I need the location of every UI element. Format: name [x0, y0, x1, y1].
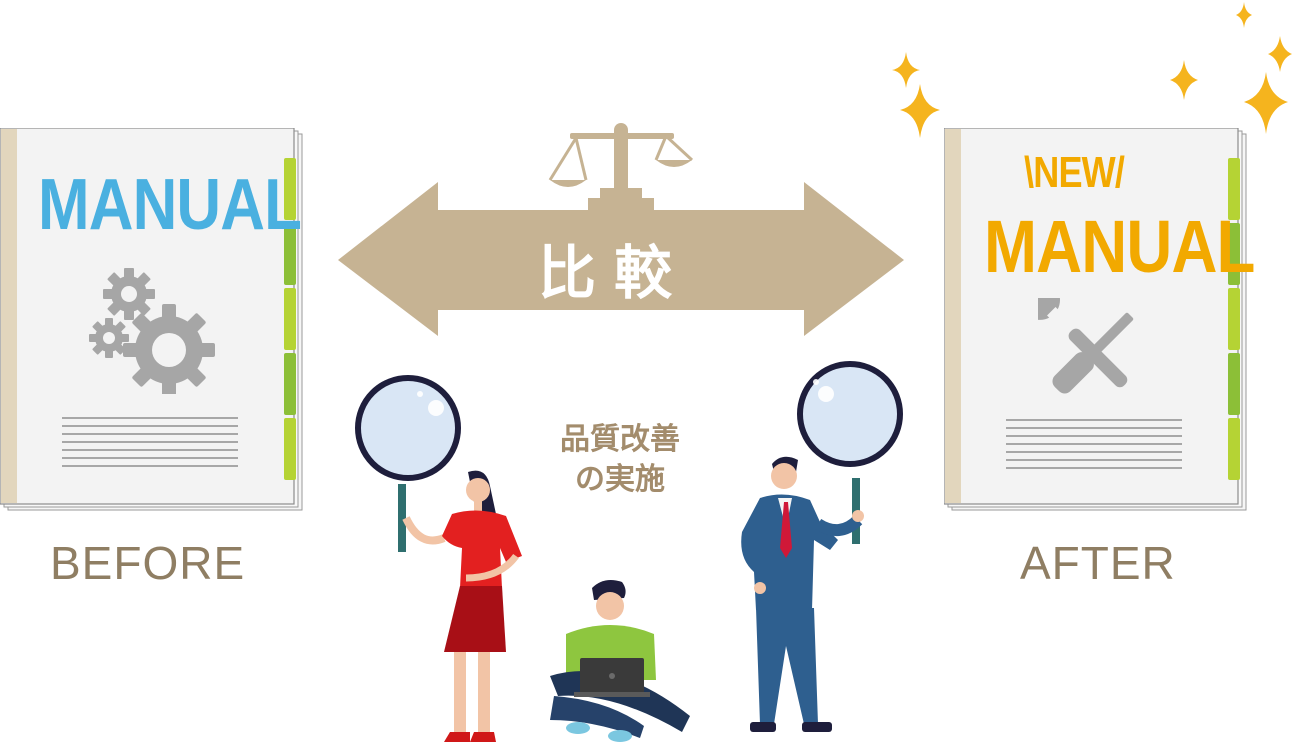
tab-marker: [284, 353, 296, 415]
man-with-laptop-illustration: [544, 576, 694, 748]
after-manual-title: MANUAL: [984, 205, 1255, 288]
woman-with-magnifier-illustration: [350, 366, 530, 750]
after-caption: AFTER: [1020, 537, 1176, 589]
wrench-screwdriver-icon: [1038, 298, 1148, 408]
compare-arrow: [338, 120, 904, 336]
tab-marker: [284, 223, 296, 285]
compare-label: 比較: [538, 239, 691, 307]
note-line-2: の実施: [575, 462, 665, 497]
businessman-with-magnifier-illustration: [720, 352, 910, 748]
quality-improvement-note: 品質改善 の実施: [540, 420, 700, 500]
note-line-1: 品質改善: [560, 422, 680, 457]
sparkle-icons: [880, 0, 1296, 150]
before-caption: BEFORE: [50, 537, 246, 589]
before-manual: [0, 128, 306, 514]
tab-marker: [284, 158, 296, 220]
gears-icon: [85, 264, 220, 394]
tab-marker: [284, 418, 296, 480]
after-manual: [944, 128, 1250, 514]
balance-scale-icon: [560, 124, 684, 214]
after-new-badge: \NEW/: [1024, 148, 1125, 197]
tab-marker: [284, 288, 296, 350]
before-manual-title: MANUAL: [38, 165, 302, 245]
